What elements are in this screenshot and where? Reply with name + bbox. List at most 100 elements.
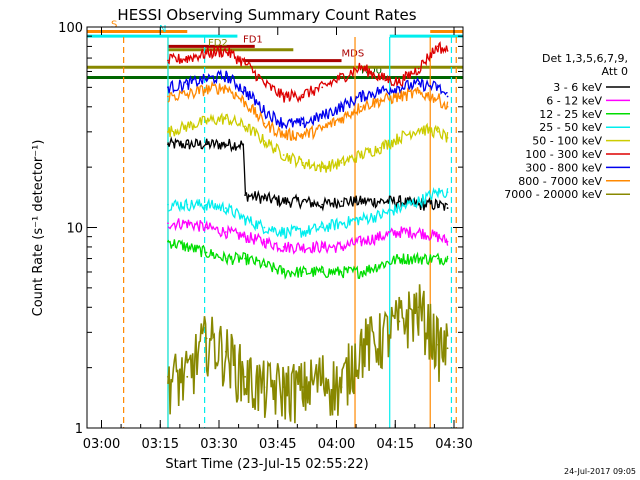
data-point xyxy=(321,86,324,89)
series-line-7 xyxy=(167,80,449,141)
data-point xyxy=(437,257,439,260)
data-point xyxy=(186,83,189,85)
data-point xyxy=(321,246,324,248)
series-0 xyxy=(167,136,449,212)
data-point xyxy=(224,350,227,353)
data-point xyxy=(379,90,381,92)
data-point xyxy=(167,59,169,62)
data-point xyxy=(398,95,401,98)
data-point xyxy=(167,143,169,146)
data-point xyxy=(205,143,208,146)
data-point xyxy=(263,226,266,229)
y-tick-label: 100 xyxy=(58,21,83,36)
flag-label-s: S xyxy=(111,19,117,30)
data-point xyxy=(302,122,304,125)
data-point xyxy=(167,203,169,206)
x-axis-label: Start Time (23-Jul-15 02:55:22) xyxy=(165,457,368,472)
data-point xyxy=(398,200,401,203)
data-point xyxy=(417,67,420,70)
legend-entry-label: 12 - 25 keV xyxy=(539,108,602,121)
data-point xyxy=(340,76,343,79)
y-tick-label: 10 xyxy=(66,222,83,237)
data-point xyxy=(340,386,343,388)
data-point xyxy=(417,91,420,94)
data-point xyxy=(205,251,208,254)
y-tick-label: 1 xyxy=(75,422,83,437)
data-point xyxy=(263,240,266,243)
data-point xyxy=(446,136,449,139)
legend-entry-label: 300 - 800 keV xyxy=(525,161,602,174)
data-point xyxy=(282,95,285,98)
series-3 xyxy=(167,187,449,239)
data-point xyxy=(224,143,227,146)
data-point xyxy=(417,306,420,309)
data-point xyxy=(359,200,362,203)
data-point xyxy=(379,99,381,102)
data-point xyxy=(224,117,227,120)
legend-entry-label: 3 - 6 keV xyxy=(553,81,602,94)
axes: 03:00 03:15 03:30 03:45 04:00 04:15 04:30 1 10 10… xyxy=(58,21,473,452)
data-point xyxy=(340,117,343,120)
chart-title: HESSI Observing Summary Count Rates xyxy=(117,6,416,24)
y-axis-label: Count Rate (s⁻¹ detector⁻¹) xyxy=(31,140,46,317)
data-point xyxy=(302,200,304,203)
data-point xyxy=(379,200,381,203)
data-point xyxy=(321,166,324,169)
data-point xyxy=(244,194,247,197)
legend-header: Det 1,3,5,6,7,9, xyxy=(542,52,628,65)
data-point xyxy=(282,271,285,273)
data-point xyxy=(244,235,247,238)
data-point xyxy=(379,76,381,79)
flag-label-fd1: FD1 xyxy=(243,34,263,45)
data-point xyxy=(359,66,362,69)
data-point xyxy=(437,130,439,133)
data-point xyxy=(379,235,381,238)
data-point xyxy=(437,343,439,346)
legend-entry-label: 100 - 300 keV xyxy=(525,148,602,161)
series-line-4 xyxy=(167,112,449,173)
data-point xyxy=(398,231,401,233)
data-point xyxy=(446,257,449,260)
data-point xyxy=(359,240,362,243)
data-point xyxy=(263,140,266,142)
data-point xyxy=(244,90,247,92)
data-point xyxy=(224,207,227,209)
data-point xyxy=(417,231,420,233)
data-point xyxy=(446,191,449,194)
series-line-2 xyxy=(167,239,449,281)
data-point xyxy=(167,86,169,89)
data-point xyxy=(321,128,324,130)
data-point xyxy=(244,375,247,378)
data-point xyxy=(186,246,189,248)
series-5 xyxy=(167,41,449,104)
data-point xyxy=(417,203,420,206)
series-line-1 xyxy=(167,218,449,255)
data-point xyxy=(321,375,324,378)
data-point xyxy=(244,257,247,260)
data-point xyxy=(446,240,449,243)
series-line-5 xyxy=(167,41,449,104)
data-point xyxy=(437,235,439,238)
legend-entry-label: 7000 - 20000 keV xyxy=(504,188,602,201)
data-point xyxy=(205,88,208,91)
data-point xyxy=(186,93,189,96)
data-point xyxy=(379,214,381,217)
data-point xyxy=(446,95,449,98)
data-point xyxy=(379,146,381,149)
data-point xyxy=(398,86,401,89)
data-point xyxy=(205,226,208,229)
data-point xyxy=(398,136,401,139)
x-tick-label: 03:15 xyxy=(142,437,179,452)
data-point xyxy=(186,57,189,59)
data-point xyxy=(244,125,247,128)
data-point xyxy=(167,95,169,98)
data-point xyxy=(359,105,362,108)
data-point xyxy=(224,86,227,89)
data-point xyxy=(205,120,208,122)
data-point xyxy=(321,115,324,117)
data-point xyxy=(321,203,324,206)
data-point xyxy=(398,81,401,84)
data-point xyxy=(224,231,227,233)
